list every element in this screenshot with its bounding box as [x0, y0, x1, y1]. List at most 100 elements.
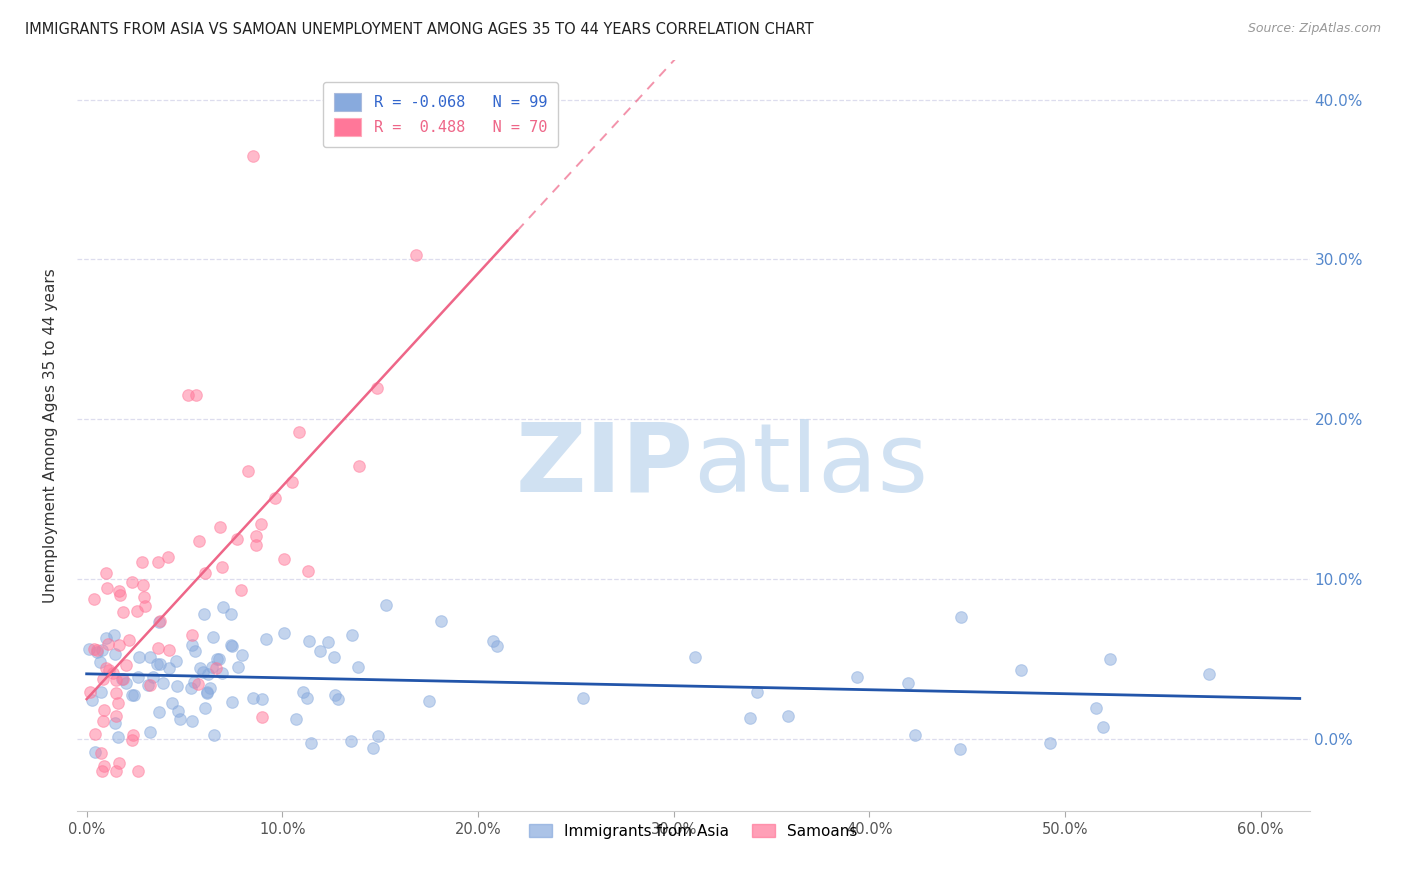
Point: [299, 735, 322, 749]
Point: [121, 728, 143, 742]
Point: [1198, 666, 1220, 681]
Point: [242, 148, 264, 162]
Point: [297, 564, 319, 578]
Point: [572, 691, 595, 706]
Point: [83, 591, 105, 606]
Point: [86, 645, 108, 659]
Point: [226, 532, 249, 546]
Point: [145, 657, 167, 672]
Point: [208, 652, 231, 666]
Point: [111, 673, 134, 687]
Point: [121, 688, 143, 702]
Point: [136, 677, 159, 691]
Point: [104, 715, 127, 730]
Point: [111, 672, 134, 686]
Point: [177, 388, 200, 402]
Point: [157, 642, 180, 657]
Point: [104, 648, 127, 662]
Point: [221, 607, 243, 621]
Point: [93, 672, 115, 686]
Point: [236, 464, 259, 478]
Point: [89, 655, 111, 669]
Point: [308, 644, 330, 658]
Point: [169, 712, 191, 726]
Point: [148, 705, 170, 719]
Text: ZIP: ZIP: [516, 419, 693, 512]
Point: [1098, 652, 1121, 666]
Point: [180, 681, 202, 696]
Point: [254, 632, 277, 646]
Point: [375, 598, 398, 612]
Point: [191, 665, 214, 679]
Point: [183, 675, 205, 690]
Point: [1010, 663, 1032, 677]
Point: [328, 692, 350, 706]
Point: [202, 630, 225, 644]
Point: [105, 686, 128, 700]
Point: [188, 533, 211, 548]
Point: [949, 741, 972, 756]
Point: [148, 615, 170, 630]
Point: [740, 711, 762, 725]
Point: [482, 633, 505, 648]
Point: [281, 475, 304, 489]
Point: [205, 652, 228, 666]
Point: [180, 628, 202, 642]
Point: [897, 675, 920, 690]
Point: [107, 730, 129, 744]
Point: [219, 638, 242, 652]
Point: [105, 673, 128, 688]
Point: [83, 726, 105, 740]
Point: [264, 491, 287, 505]
Point: [340, 628, 363, 642]
Point: [90, 746, 112, 760]
Point: [1084, 701, 1107, 715]
Point: [211, 559, 233, 574]
Point: [77, 642, 100, 657]
Point: [197, 666, 219, 681]
Point: [114, 676, 136, 690]
Point: [94, 661, 117, 675]
Point: [152, 676, 174, 690]
Point: [1039, 736, 1062, 750]
Point: [180, 638, 202, 652]
Point: [146, 555, 169, 569]
Point: [91, 764, 114, 779]
Point: [115, 658, 138, 673]
Point: [205, 661, 228, 675]
Point: [157, 661, 180, 675]
Point: [776, 709, 799, 723]
Point: [366, 381, 388, 395]
Point: [245, 529, 267, 543]
Point: [96, 581, 118, 595]
Point: [249, 516, 271, 531]
Point: [101, 666, 124, 681]
Point: [245, 538, 267, 552]
Point: [139, 678, 162, 692]
Point: [291, 684, 314, 698]
Point: [131, 555, 153, 569]
Y-axis label: Unemployment Among Ages 35 to 44 years: Unemployment Among Ages 35 to 44 years: [44, 268, 58, 603]
Point: [194, 566, 217, 580]
Point: [288, 425, 311, 439]
Point: [160, 696, 183, 710]
Point: [295, 691, 318, 706]
Point: [166, 679, 188, 693]
Point: [93, 759, 115, 773]
Point: [252, 692, 274, 706]
Point: [273, 551, 295, 566]
Point: [91, 643, 114, 657]
Text: Source: ZipAtlas.com: Source: ZipAtlas.com: [1247, 22, 1381, 36]
Point: [108, 588, 131, 602]
Point: [121, 575, 143, 590]
Point: [226, 659, 249, 673]
Point: [80, 693, 103, 707]
Point: [745, 685, 768, 699]
Point: [273, 626, 295, 640]
Point: [108, 638, 131, 652]
Point: [298, 634, 321, 648]
Point: [79, 685, 101, 699]
Point: [83, 642, 105, 657]
Point: [202, 728, 225, 742]
Point: [121, 732, 143, 747]
